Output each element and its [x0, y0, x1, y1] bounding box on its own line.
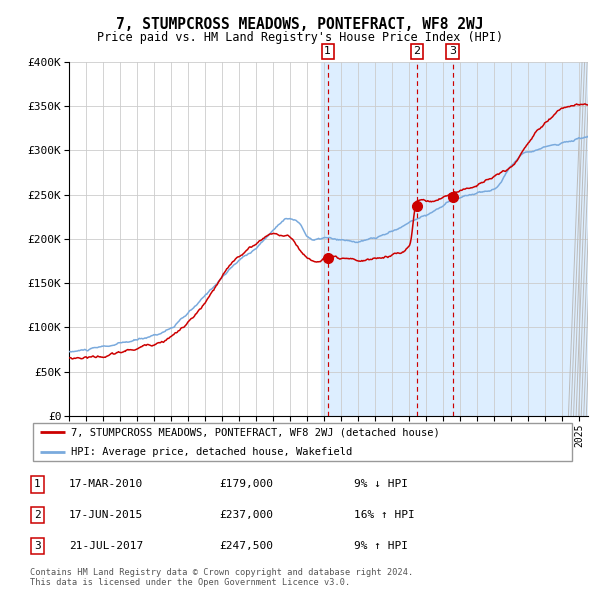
Text: £247,500: £247,500: [219, 541, 273, 550]
Text: 21-JUL-2017: 21-JUL-2017: [69, 541, 143, 550]
Text: 7, STUMPCROSS MEADOWS, PONTEFRACT, WF8 2WJ (detached house): 7, STUMPCROSS MEADOWS, PONTEFRACT, WF8 2…: [71, 427, 440, 437]
Text: 17-JUN-2015: 17-JUN-2015: [69, 510, 143, 520]
Text: 9% ↓ HPI: 9% ↓ HPI: [354, 480, 408, 489]
Text: Contains HM Land Registry data © Crown copyright and database right 2024.
This d: Contains HM Land Registry data © Crown c…: [30, 568, 413, 587]
Bar: [321, 62, 588, 416]
Text: 1: 1: [325, 47, 331, 57]
Text: 9% ↑ HPI: 9% ↑ HPI: [354, 541, 408, 550]
Text: £237,000: £237,000: [219, 510, 273, 520]
Text: HPI: Average price, detached house, Wakefield: HPI: Average price, detached house, Wake…: [71, 447, 352, 457]
Text: 17-MAR-2010: 17-MAR-2010: [69, 480, 143, 489]
Text: 7, STUMPCROSS MEADOWS, PONTEFRACT, WF8 2WJ: 7, STUMPCROSS MEADOWS, PONTEFRACT, WF8 2…: [116, 17, 484, 31]
Text: 2: 2: [34, 510, 41, 520]
Text: 3: 3: [34, 541, 41, 550]
Text: 3: 3: [449, 47, 456, 57]
Text: 2: 2: [413, 47, 421, 57]
Text: Price paid vs. HM Land Registry's House Price Index (HPI): Price paid vs. HM Land Registry's House …: [97, 31, 503, 44]
Text: 1: 1: [34, 480, 41, 489]
FancyBboxPatch shape: [33, 423, 572, 461]
Text: 16% ↑ HPI: 16% ↑ HPI: [354, 510, 415, 520]
Text: £179,000: £179,000: [219, 480, 273, 489]
